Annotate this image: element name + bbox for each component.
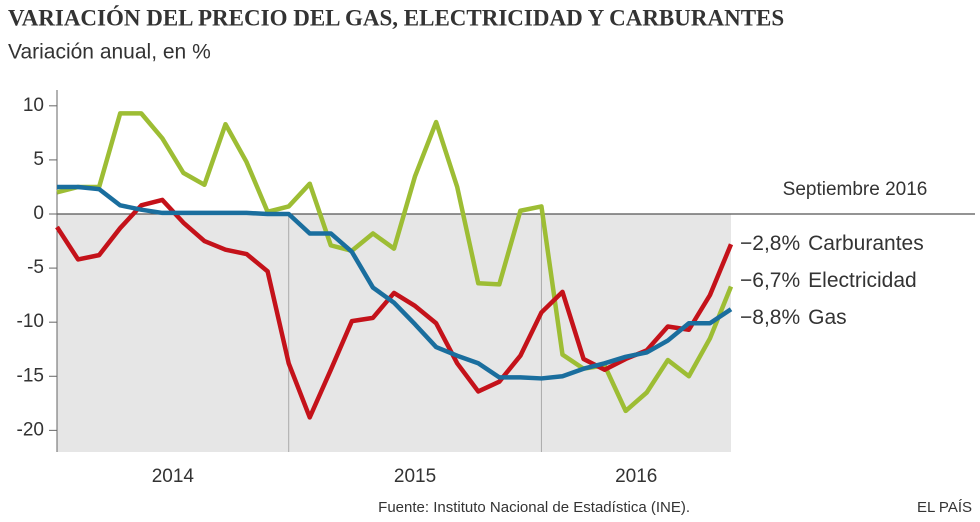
- brand: EL PAÍS: [917, 499, 972, 516]
- series-line: [55, 197, 734, 420]
- end-label: −6,7% Electricidad: [740, 269, 917, 292]
- source: Fuente: Instituto Nacional de Estadístic…: [378, 499, 690, 516]
- y-tick-label: 10: [23, 95, 44, 116]
- end-value: −2,8%: [740, 232, 800, 255]
- y-tick-label: -20: [17, 419, 44, 440]
- end-label: −2,8% Carburantes: [740, 232, 924, 255]
- chart-subtitle: Variación anual, en %: [8, 41, 211, 64]
- end-value: −8,8%: [740, 306, 800, 329]
- x-tick-label: 2015: [394, 466, 436, 487]
- annotation: Septiembre 2016: [783, 179, 928, 200]
- series-line: [57, 184, 733, 381]
- legend-entry: Carburantes: [808, 232, 924, 255]
- x-tick-label: 2016: [615, 466, 657, 487]
- y-tick-label: -15: [17, 365, 44, 386]
- y-tick-label: 5: [33, 149, 44, 170]
- chart-title: VARIACIÓN DEL PRECIO DEL GAS, ELECTRICID…: [8, 4, 784, 30]
- y-tick-label: -10: [17, 311, 44, 332]
- y-tick-label: 0: [33, 203, 44, 224]
- series-line: [56, 111, 734, 414]
- legend-entry: Electricidad: [808, 269, 917, 292]
- end-value: −6,7%: [740, 269, 800, 292]
- negative-area: [57, 214, 731, 452]
- x-tick-label: 2014: [152, 466, 195, 487]
- y-tick-label: -5: [27, 257, 44, 278]
- legend-entry: Gas: [808, 306, 847, 329]
- end-label: −8,8% Gas: [740, 306, 847, 329]
